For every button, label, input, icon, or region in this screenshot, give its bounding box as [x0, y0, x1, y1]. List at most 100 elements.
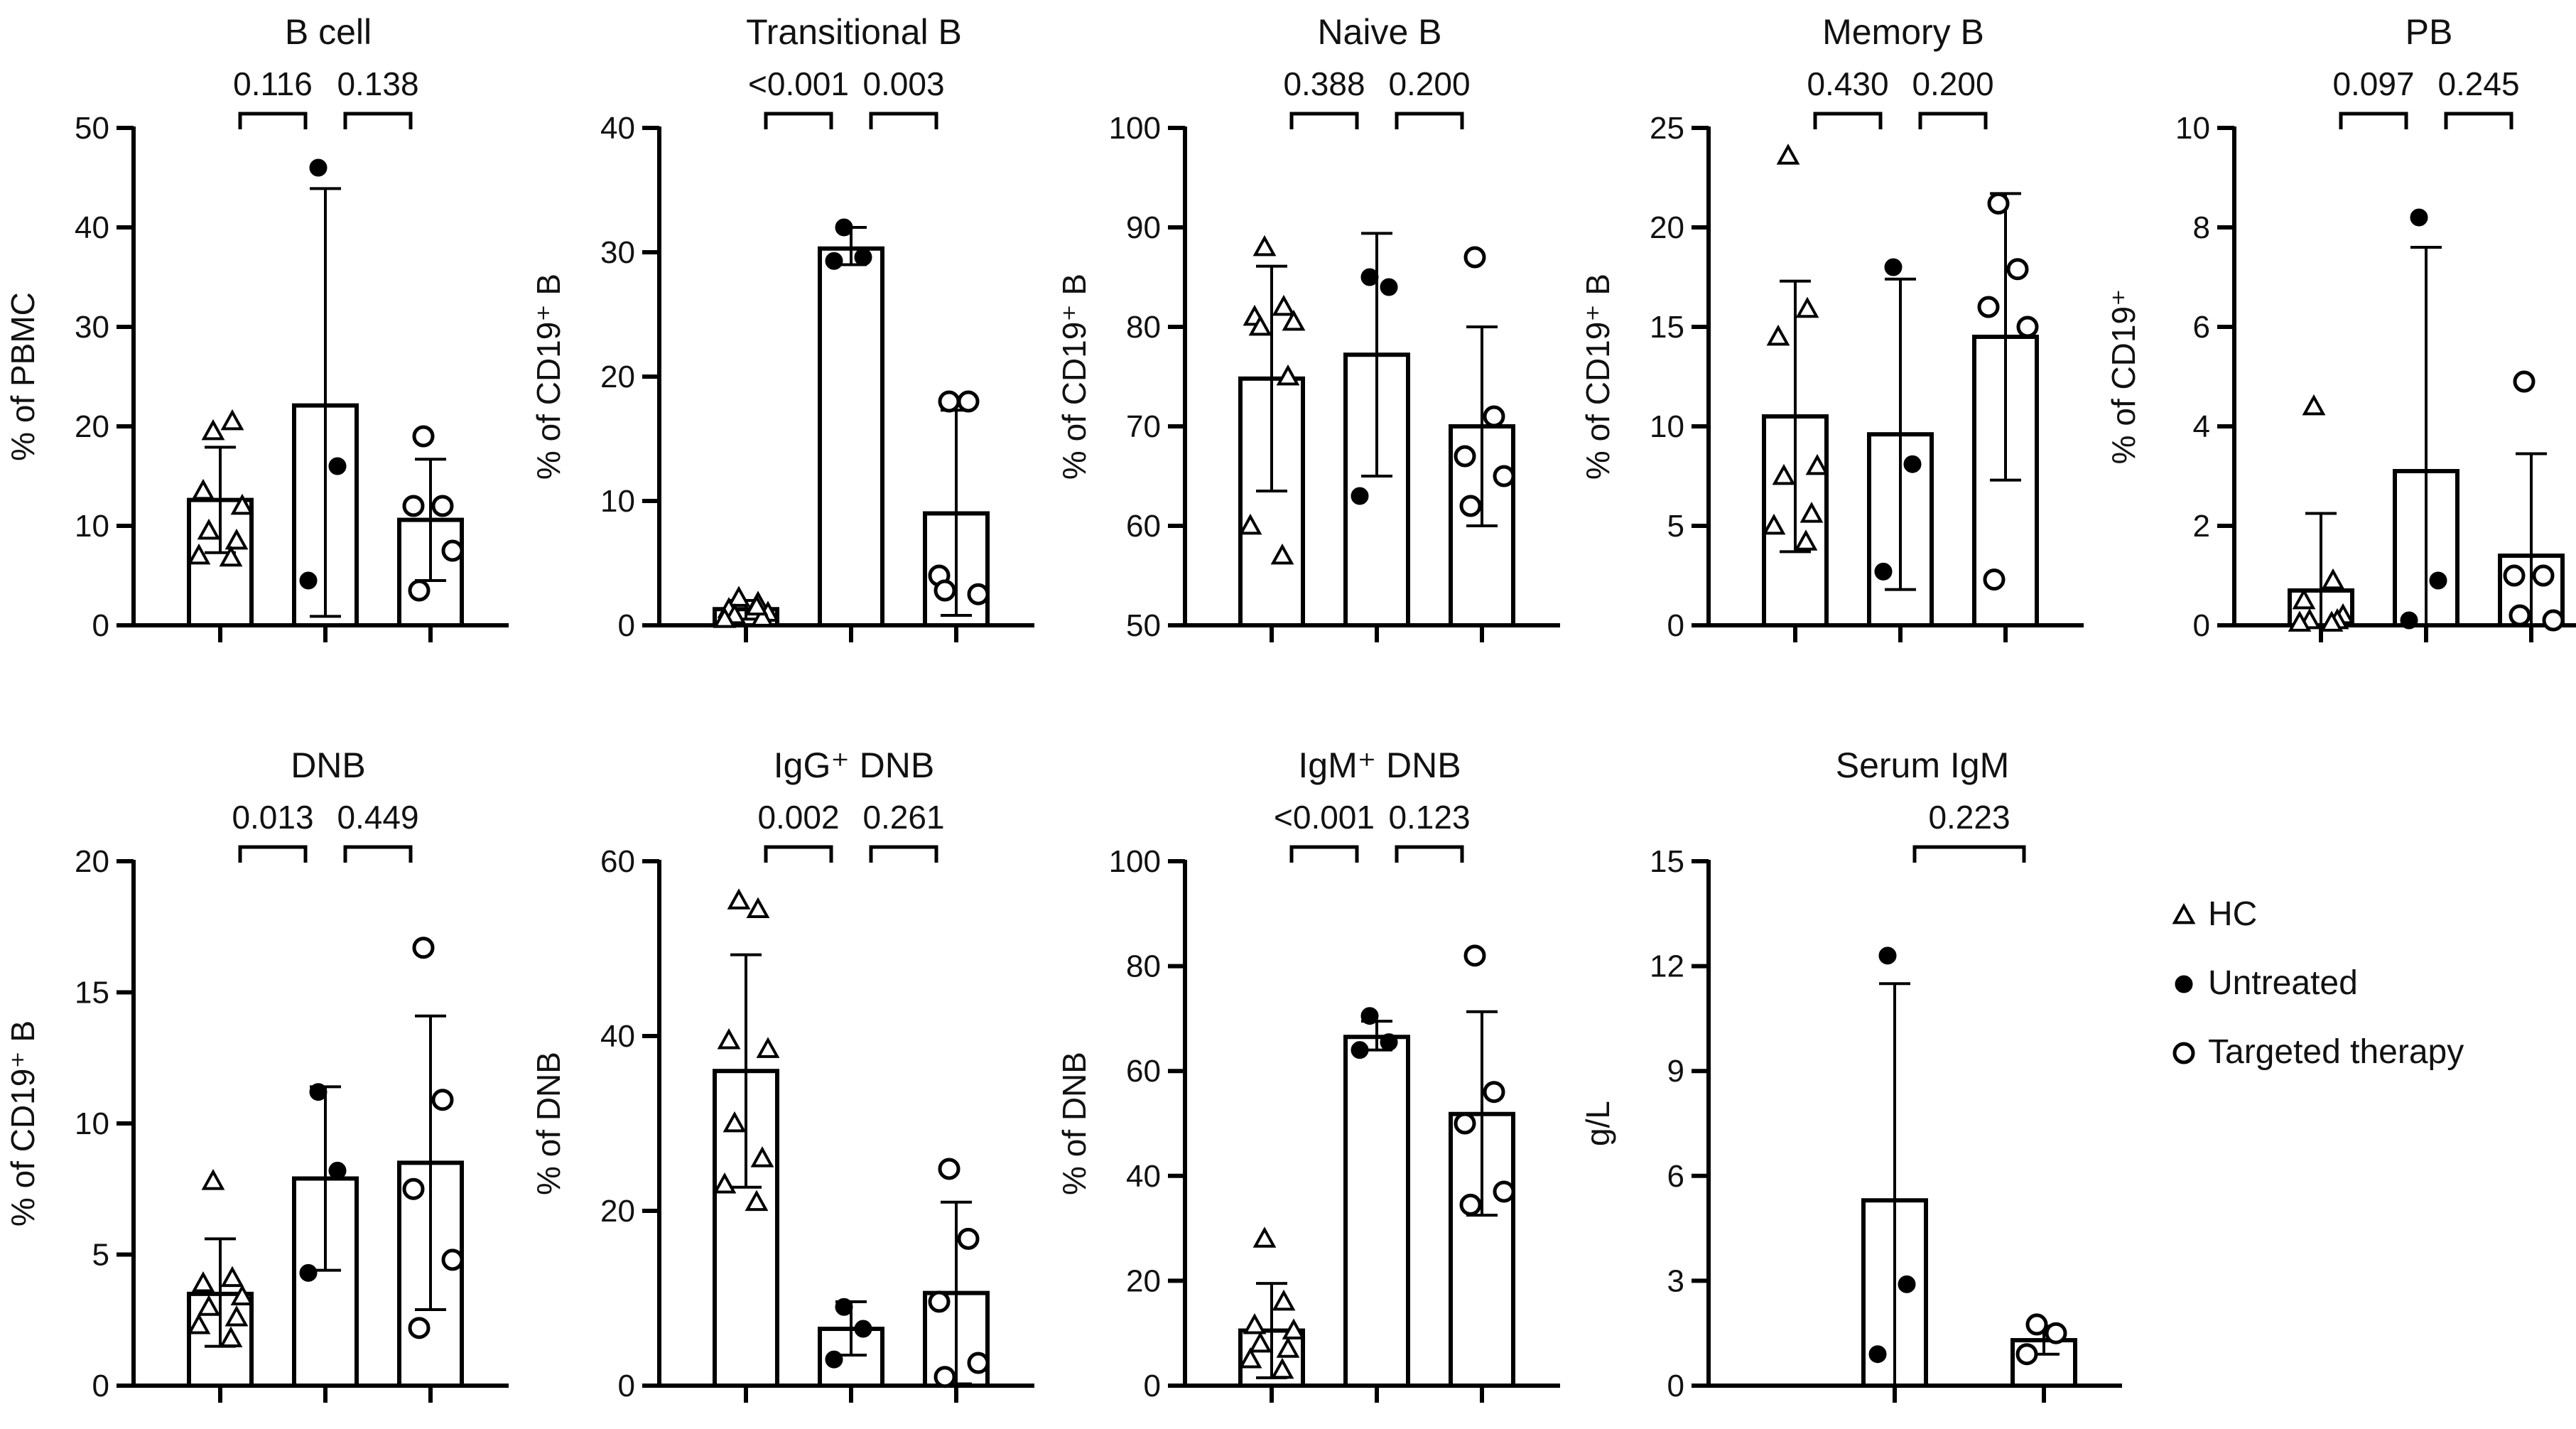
- p-value-label: <0.001: [1274, 799, 1375, 836]
- data-point: [224, 528, 249, 550]
- data-point: [230, 1284, 254, 1305]
- data-point: [1243, 1313, 1267, 1334]
- data-point: [1360, 1007, 1379, 1025]
- data-point: [2509, 604, 2531, 627]
- data-point: [1878, 947, 1897, 965]
- data-point: [1282, 309, 1306, 331]
- data-point: [197, 518, 221, 540]
- significance-bracket: [2339, 112, 2408, 129]
- y-tick-label: 100: [1109, 844, 1161, 879]
- data-point: [1493, 465, 1515, 487]
- chart-panel: 0 10 20 30 40 Transitional B % of CD19⁺ B <0.00…: [530, 12, 1034, 643]
- data-point: [2288, 610, 2312, 632]
- legend: HC Untreated Targeted therapy: [2172, 895, 2464, 1071]
- data-point: [1794, 529, 1818, 551]
- y-tick-label: 60: [600, 844, 635, 879]
- y-tick-label: 5: [92, 1238, 109, 1273]
- y-tick-label: 0: [1144, 1369, 1161, 1403]
- data-point: [412, 937, 435, 959]
- y-tick-label: 70: [1126, 409, 1161, 444]
- data-point: [1276, 364, 1300, 386]
- y-axis-label: % of CD19⁺ B: [530, 274, 567, 480]
- p-value-label: <0.001: [748, 65, 849, 102]
- data-point: [219, 1326, 243, 1347]
- chart-panel: 0 20 40 60 80 100 IgM⁺ DNB % of DNB <0.001 0.123: [1056, 745, 1560, 1403]
- data-point: [2429, 571, 2447, 590]
- data-point: [1903, 455, 1922, 473]
- p-value-label: 0.388: [1283, 65, 1365, 102]
- panel-title: IgM⁺ DNB: [1298, 745, 1461, 785]
- y-tick-label: 6: [1667, 1159, 1684, 1194]
- data-point: [2410, 208, 2428, 227]
- data-point: [412, 425, 435, 448]
- significance-bracket: [869, 112, 938, 129]
- legend-marker: [2172, 1042, 2195, 1064]
- p-value-label: 0.223: [1928, 799, 2010, 836]
- data-point: [2321, 568, 2345, 590]
- data-point: [938, 390, 960, 413]
- significance-bracket: [1395, 112, 1464, 129]
- significance-bracket: [1813, 112, 1883, 129]
- data-point: [1454, 1112, 1476, 1135]
- data-point: [825, 1350, 843, 1369]
- significance-bracket: [1918, 112, 1988, 129]
- data-point: [723, 1111, 747, 1133]
- y-tick-label: 12: [1650, 949, 1684, 984]
- data-point: [1270, 1357, 1294, 1379]
- p-value-label: 0.200: [1388, 65, 1470, 102]
- data-point: [717, 1028, 741, 1050]
- data-point: [854, 1320, 872, 1338]
- data-point: [2015, 1343, 2038, 1366]
- y-tick-label: 20: [1650, 210, 1684, 245]
- y-tick-label: 2: [2193, 509, 2210, 544]
- y-tick-label: 60: [1126, 1054, 1161, 1089]
- y-axis-label: g/L: [1579, 1101, 1616, 1146]
- y-tick-label: 20: [600, 360, 635, 394]
- p-value-label: 0.245: [2437, 65, 2519, 102]
- y-tick-label: 60: [1126, 509, 1161, 544]
- data-point: [1252, 1226, 1277, 1248]
- y-tick-label: 20: [75, 844, 109, 879]
- data-point: [1272, 1289, 1296, 1311]
- y-tick-label: 10: [2175, 111, 2210, 146]
- data-point: [201, 419, 225, 441]
- data-point: [299, 1263, 318, 1282]
- data-point: [1351, 487, 1369, 505]
- data-point: [938, 1158, 960, 1180]
- data-point: [750, 605, 774, 627]
- y-axis-label: % of CD19⁺: [2105, 289, 2142, 465]
- y-tick-label: 0: [92, 1369, 109, 1403]
- data-point: [1360, 268, 1379, 286]
- data-point: [957, 390, 980, 413]
- data-point: [219, 545, 243, 567]
- data-point: [2320, 610, 2344, 632]
- significance-bracket: [2444, 112, 2513, 129]
- data-point: [1276, 1337, 1300, 1358]
- panel-title: Serum IgM: [1836, 745, 2010, 785]
- panel-title: IgG⁺ DNB: [774, 745, 934, 785]
- chart-panel: 0 5 10 15 20 25 Memory B % of CD19⁺ B 0.430 0.200: [1579, 12, 2084, 643]
- data-point: [967, 583, 990, 605]
- data-point: [328, 1161, 347, 1180]
- data-point: [408, 579, 431, 602]
- data-point: [854, 248, 872, 266]
- data-point: [1772, 463, 1796, 485]
- data-point: [756, 1037, 780, 1058]
- chart-panel: 0 20 40 60 IgG⁺ DNB % of DNB 0.002 0.261: [530, 745, 1034, 1403]
- p-value-label: 0.123: [1388, 799, 1470, 836]
- data-point: [197, 1295, 221, 1316]
- panel-title: Naive B: [1317, 12, 1441, 52]
- y-tick-label: 40: [600, 111, 635, 146]
- y-tick-label: 20: [75, 409, 109, 444]
- y-tick-label: 5: [1667, 509, 1684, 544]
- panel-title: Memory B: [1822, 12, 1984, 52]
- y-tick-label: 10: [75, 509, 109, 544]
- data-point: [835, 218, 853, 237]
- p-value-label: 0.261: [862, 799, 944, 836]
- data-point: [1380, 1033, 1398, 1052]
- significance-bracket: [869, 845, 938, 863]
- data-point: [441, 539, 464, 562]
- data-point: [1874, 562, 1893, 581]
- y-axis-label: % of DNB: [1056, 1052, 1093, 1195]
